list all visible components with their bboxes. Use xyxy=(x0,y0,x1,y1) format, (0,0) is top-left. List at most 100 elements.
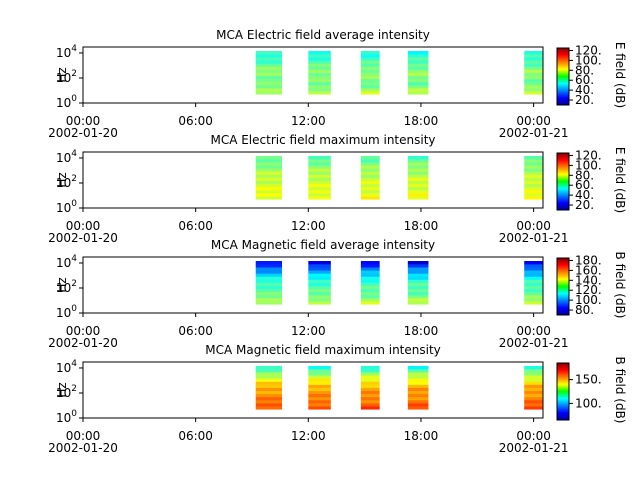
x-tick-label: 06:00 xyxy=(178,324,213,338)
data-cell xyxy=(407,261,429,265)
colorbar-tick-label: 100. xyxy=(575,158,602,172)
data-cell xyxy=(407,298,429,302)
data-cell xyxy=(407,406,429,410)
y-axis-label: Hz xyxy=(55,382,69,397)
chart-title: MCA Magnetic field maximum intensity xyxy=(205,343,441,357)
data-cell xyxy=(360,189,380,194)
x-tick-label: 00:00 xyxy=(66,219,101,233)
x-tick-date: 2002-01-21 xyxy=(499,231,569,245)
data-cell xyxy=(360,288,380,293)
data-cell xyxy=(255,288,283,293)
data-cell xyxy=(524,54,543,58)
data-cell xyxy=(308,378,331,382)
data-cell xyxy=(524,193,543,197)
x-tick-date: 2002-01-21 xyxy=(499,126,569,140)
data-cell xyxy=(308,84,331,89)
data-cell xyxy=(360,75,380,80)
data-cell xyxy=(524,264,543,268)
data-cell xyxy=(360,378,380,382)
y-tick-label: 104 xyxy=(56,149,77,165)
data-cell xyxy=(255,162,283,166)
colorbar-tick-label: 100. xyxy=(575,53,602,67)
data-cell xyxy=(308,168,331,172)
data-cell xyxy=(308,162,331,166)
data-cell xyxy=(255,384,283,388)
data-cell xyxy=(360,276,380,280)
data-cell xyxy=(524,279,543,283)
data-cell xyxy=(308,288,331,293)
data-cell xyxy=(360,298,380,302)
data-cell xyxy=(255,393,283,398)
data-cell xyxy=(524,196,543,200)
data-cell xyxy=(308,396,331,401)
data-cell xyxy=(360,366,380,370)
x-tick-date: 2002-01-20 xyxy=(48,126,118,140)
data-cell xyxy=(524,267,543,271)
data-cell xyxy=(407,264,429,268)
data-cell xyxy=(308,264,331,268)
data-cell xyxy=(524,165,543,169)
data-cell xyxy=(524,57,543,61)
data-cell xyxy=(407,88,429,92)
data-cell xyxy=(407,72,429,77)
data-cell xyxy=(308,174,331,178)
data-cell xyxy=(360,399,380,404)
data-cell xyxy=(255,54,283,58)
data-block xyxy=(360,261,380,305)
data-cell xyxy=(524,288,543,293)
data-cell xyxy=(360,183,380,188)
x-tick-date: 2002-01-20 xyxy=(48,231,118,245)
data-cell xyxy=(308,366,331,370)
data-block xyxy=(524,51,543,95)
colorbar-tick-label: 120. xyxy=(575,283,602,297)
data-cell xyxy=(255,177,283,182)
y-axis-label: Hz xyxy=(55,67,69,82)
data-cell xyxy=(255,276,283,280)
data-cell xyxy=(255,375,283,379)
colorbar-tick-label: 40. xyxy=(575,83,594,97)
data-cell xyxy=(360,60,380,64)
x-tick-label: 06:00 xyxy=(178,114,213,128)
data-block xyxy=(255,156,283,200)
y-tick-label: 104 xyxy=(56,359,77,375)
data-cell xyxy=(524,189,543,194)
data-cell xyxy=(360,81,380,86)
data-cell xyxy=(360,273,380,277)
data-cell xyxy=(308,261,331,265)
data-cell xyxy=(255,57,283,61)
plot-frame xyxy=(82,151,544,209)
chart-title: MCA Magnetic field average intensity xyxy=(211,238,435,252)
x-tick-label: 00:00 xyxy=(66,114,101,128)
data-cell xyxy=(255,180,283,185)
data-cell xyxy=(524,84,543,89)
data-cell xyxy=(255,372,283,376)
data-cell xyxy=(407,189,429,194)
x-tick-label: 00:00 xyxy=(516,114,551,128)
data-cell xyxy=(308,159,331,163)
chart-title: MCA Electric field maximum intensity xyxy=(210,133,435,147)
data-cell xyxy=(308,88,331,92)
data-cell xyxy=(255,390,283,395)
data-block xyxy=(524,261,543,305)
data-cell xyxy=(407,403,429,407)
x-tick-label: 06:00 xyxy=(178,219,213,233)
colorbar-label: E field (dB) xyxy=(613,42,627,108)
data-cell xyxy=(524,294,543,299)
data-cell xyxy=(308,171,331,175)
data-cell xyxy=(407,381,429,385)
data-cell xyxy=(360,381,380,385)
data-cell xyxy=(255,165,283,169)
data-cell xyxy=(360,301,380,305)
data-cell xyxy=(255,294,283,299)
data-cell xyxy=(407,387,429,392)
data-cell xyxy=(360,282,380,287)
data-cell xyxy=(255,156,283,160)
plot-frame xyxy=(82,361,544,419)
data-cell xyxy=(524,75,543,80)
data-cell xyxy=(407,267,429,271)
data-cell xyxy=(407,63,429,67)
x-tick-date: 2002-01-21 xyxy=(499,441,569,455)
y-tick-label: 100 xyxy=(56,199,77,215)
chart-title: MCA Electric field average intensity xyxy=(216,28,430,42)
data-cell xyxy=(255,301,283,305)
